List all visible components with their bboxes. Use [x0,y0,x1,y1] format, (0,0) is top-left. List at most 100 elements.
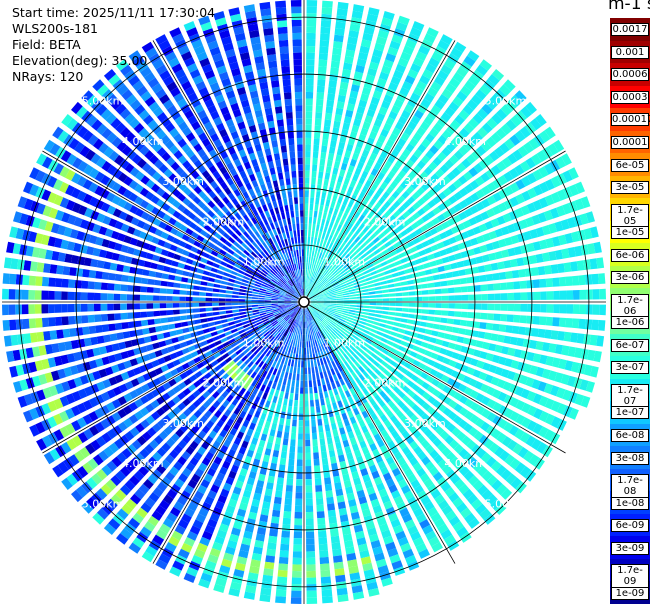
ppi-gate [355,269,363,275]
ppi-gate [422,391,431,401]
ppi-gate [323,391,329,399]
ppi-gate [225,306,233,310]
ppi-gate [505,473,517,485]
ppi-gate [484,332,492,340]
ppi-gate [330,228,336,236]
ppi-gate [441,464,452,475]
ppi-gate [305,85,314,93]
ppi-gate [335,216,341,224]
ppi-gate [304,223,308,230]
ppi-gate [476,235,485,244]
ppi-gate [351,585,363,594]
ppi-gate [440,317,448,324]
ppi-gate [523,363,532,374]
ppi-gate [450,334,458,342]
ppi-gate [243,382,250,390]
ppi-gate [274,410,280,418]
ppi-gate [271,422,277,431]
ppi-gate [500,226,510,236]
ppi-gate [305,131,312,138]
ppi-gate [392,377,401,385]
ppi-gate [376,439,385,448]
ppi-gate [332,429,339,437]
ppi-gate [311,250,315,257]
ppi-gate [496,483,508,496]
ppi-gate [377,30,389,39]
ppi-gate [128,517,140,529]
ppi-gate [313,237,318,245]
ppi-gate [335,441,342,450]
ppi-gate [174,275,182,282]
ppi-gate [306,308,309,315]
ppi-gate [468,303,475,310]
ppi-gate [401,446,411,456]
ppi-gate [331,422,337,431]
ppi-gate [21,289,29,300]
ppi-gate [235,452,244,461]
ppi-gate [350,346,358,353]
ppi-gate [344,150,352,158]
ppi-gate [415,353,424,361]
ppi-gate [352,422,359,431]
ppi-gate [410,266,418,273]
ppi-gate [458,483,470,495]
ppi-gate [318,59,328,67]
ppi-gate [258,295,265,298]
ppi-gate [279,417,285,425]
ppi-gate [336,372,343,380]
ppi-gate [441,256,450,264]
ppi-gate [352,353,360,361]
ppi-gate [281,404,287,413]
ppi-gate [242,419,250,428]
ppi-gate [220,319,228,324]
ppi-gate [116,332,124,340]
ppi-gate [292,373,296,381]
ppi-gate [463,423,473,433]
ppi-gate [291,312,297,318]
ppi-gate [191,473,201,483]
ppi-gate [284,358,289,366]
ppi-gate [474,303,482,310]
ppi-gate [370,207,378,215]
ppi-gate [370,342,378,348]
ppi-gate [450,474,461,485]
ppi-gate [233,407,241,416]
ppi-gate [69,267,77,276]
ppi-gate [96,260,105,269]
ppi-gate [430,421,440,431]
ppi-gate [379,390,387,399]
ppi-gate [401,148,411,158]
ppi-gate [510,94,522,107]
ppi-gate [423,166,433,176]
ppi-gate [369,464,378,473]
ppi-gate [322,328,327,335]
ppi-gate [491,69,505,81]
ppi-gate [262,501,271,510]
ppi-gate [289,352,293,360]
ppi-gate [245,293,253,297]
ppi-gate [448,515,461,527]
ppi-gate [386,258,394,264]
ppi-gate [329,339,335,346]
ppi-gate [373,476,383,486]
ppi-gate [9,273,17,285]
ppi-gate [543,210,553,221]
ppi-gate [242,373,250,382]
ppi-gate [405,225,414,234]
ppi-gate [523,141,534,154]
ppi-gate [388,391,396,399]
ppi-gate [306,334,308,342]
ppi-gate [342,384,348,392]
ppi-gate [354,228,362,236]
ppi-gate [425,63,437,74]
ppi-gate [226,418,234,427]
ppi-gate [36,262,45,273]
ppi-gate [245,310,253,314]
ppi-gate [441,295,449,301]
ppi-gate [231,295,239,298]
ppi-gate [322,292,329,296]
ppi-gate [346,492,355,501]
ppi-gate [525,157,536,169]
ppi-gate [397,195,406,204]
ppi-gate [383,395,391,404]
